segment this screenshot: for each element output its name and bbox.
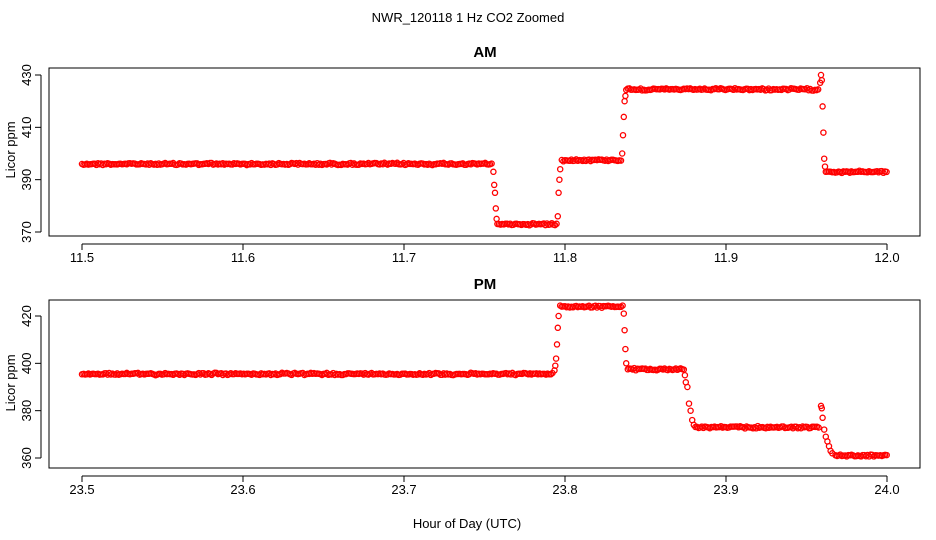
panel-pm-points [78, 302, 890, 460]
data-point [621, 97, 628, 105]
data-point [554, 324, 562, 332]
x-tick-label: 11.6 [231, 250, 255, 265]
data-point [619, 131, 627, 139]
data-point [681, 371, 689, 379]
data-point [553, 341, 561, 348]
data-point [552, 355, 560, 362]
x-tick-label: 11.5 [70, 250, 94, 265]
data-point [622, 92, 629, 100]
y-tick-label: 400 [19, 352, 34, 374]
data-point [622, 345, 629, 353]
data-point [880, 169, 887, 177]
data-point [490, 168, 497, 176]
x-tick-label: 23.8 [552, 482, 577, 497]
y-tick-label: 430 [19, 64, 34, 86]
data-point [820, 426, 828, 433]
data-point [820, 129, 827, 136]
data-point [687, 407, 694, 414]
panel-am: AM Licor ppm 370 390 410 430 11.5 11.6 11.7 11.… [3, 44, 921, 265]
panel-pm-plot-box [48, 299, 921, 469]
data-point [619, 302, 626, 309]
y-tick-label: 420 [19, 305, 34, 327]
data-point [555, 312, 562, 320]
data-point [690, 421, 698, 429]
x-tick-label: 11.9 [714, 250, 738, 265]
data-point [621, 326, 628, 334]
data-point [820, 155, 828, 162]
x-tick-label: 23.6 [230, 482, 255, 497]
data-point [620, 113, 628, 121]
x-tick-label: 23.7 [391, 482, 416, 497]
panel-am-plot-box [48, 67, 921, 237]
data-point [818, 76, 826, 84]
data-point [617, 157, 625, 164]
data-point [814, 86, 822, 93]
panel-am-points [78, 71, 890, 229]
y-tick-label: 380 [19, 400, 34, 422]
x-tick-label: 23.9 [713, 482, 738, 497]
data-point [555, 189, 562, 197]
data-point [818, 405, 826, 412]
x-axis-label: Hour of Day (UTC) [413, 516, 521, 531]
data-point [551, 221, 559, 229]
panel-pm-axes: 360 380 400 420 23.5 23.6 23.7 23.8 23.9 24.0 [19, 305, 900, 497]
y-tick-label: 360 [19, 447, 34, 469]
data-point [553, 220, 560, 228]
y-tick-label: 390 [19, 169, 34, 191]
data-point [819, 103, 826, 110]
x-tick-label: 23.5 [69, 482, 94, 497]
data-point [817, 71, 825, 79]
data-point [821, 163, 829, 170]
data-point [618, 150, 626, 157]
figure-title: NWR_120118 1 Hz CO2 Zoomed [372, 10, 565, 25]
data-point [622, 360, 630, 367]
data-point [829, 450, 836, 457]
data-point [488, 160, 495, 167]
data-point [554, 213, 562, 220]
data-point [490, 181, 498, 189]
data-point [684, 383, 691, 391]
x-tick-label: 11.7 [392, 250, 416, 265]
panel-am-y-label: Licor ppm [3, 121, 18, 178]
data-point [620, 310, 628, 317]
data-point [883, 451, 890, 459]
y-tick-label: 410 [19, 116, 34, 138]
data-point [556, 176, 563, 183]
x-tick-label: 12.0 [874, 250, 899, 265]
data-point [815, 424, 822, 431]
panel-pm-y-label: Licor ppm [3, 354, 18, 411]
panel-am-axes: 370 390 410 430 11.5 11.6 11.7 11.8 11.9 12.0 [19, 64, 900, 265]
x-tick-label: 11.8 [553, 250, 577, 265]
data-point [556, 165, 564, 173]
panel-am-title: AM [473, 44, 496, 61]
x-tick-label: 24.0 [874, 482, 899, 497]
data-point [492, 205, 500, 212]
data-point [493, 215, 500, 223]
data-point [552, 362, 559, 369]
data-point [685, 400, 693, 407]
data-point [819, 414, 826, 422]
data-point [883, 168, 890, 176]
panel-pm: PM Licor ppm 360 380 400 420 23.5 23.6 23.7 23.… [3, 276, 921, 497]
y-tick-label: 370 [19, 221, 34, 243]
data-point [491, 189, 499, 197]
panel-pm-title: PM [474, 276, 497, 293]
data-point [822, 168, 830, 176]
